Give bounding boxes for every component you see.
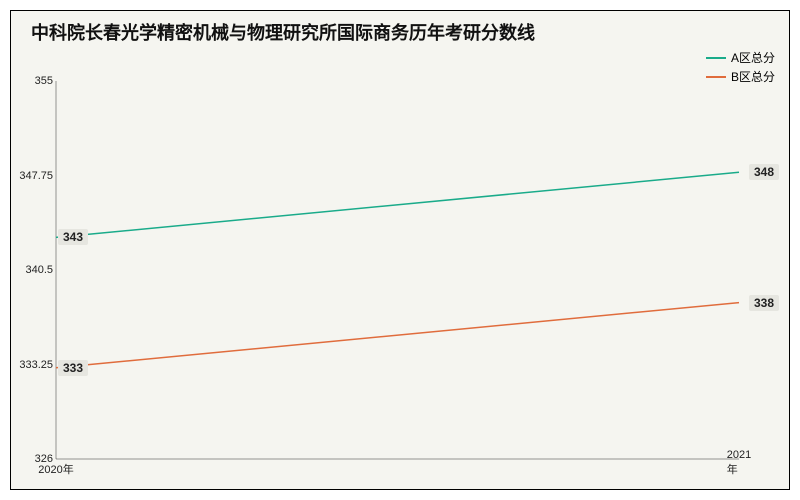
legend-item-a: A区总分: [706, 49, 775, 66]
chart-container: 中科院长春光学精密机械与物理研究所国际商务历年考研分数线 A区总分 B区总分 3…: [0, 0, 800, 500]
chart-title: 中科院长春光学精密机械与物理研究所国际商务历年考研分数线: [31, 19, 535, 45]
y-tick-label: 355: [35, 75, 53, 87]
y-tick-label: 347.75: [19, 170, 53, 182]
legend-swatch-b: [706, 76, 726, 78]
plot-area: 326333.25340.5347.75355 2020年2021年 34334…: [56, 81, 739, 459]
value-label: 343: [58, 229, 88, 245]
value-label: 338: [749, 295, 779, 311]
legend-swatch-a: [706, 57, 726, 59]
legend-label-a: A区总分: [731, 49, 775, 66]
x-tick-label: 2021年: [727, 449, 751, 477]
line-series-a: [56, 172, 739, 237]
x-tick-label: 2020年: [38, 461, 73, 477]
line-series-b: [56, 303, 739, 368]
value-label: 333: [58, 360, 88, 376]
y-tick-label: 333.25: [19, 359, 53, 371]
y-tick-label: 340.5: [25, 264, 53, 276]
value-label: 348: [749, 164, 779, 180]
chart-panel: 中科院长春光学精密机械与物理研究所国际商务历年考研分数线 A区总分 B区总分 3…: [10, 10, 790, 490]
plot-svg: [56, 81, 739, 459]
